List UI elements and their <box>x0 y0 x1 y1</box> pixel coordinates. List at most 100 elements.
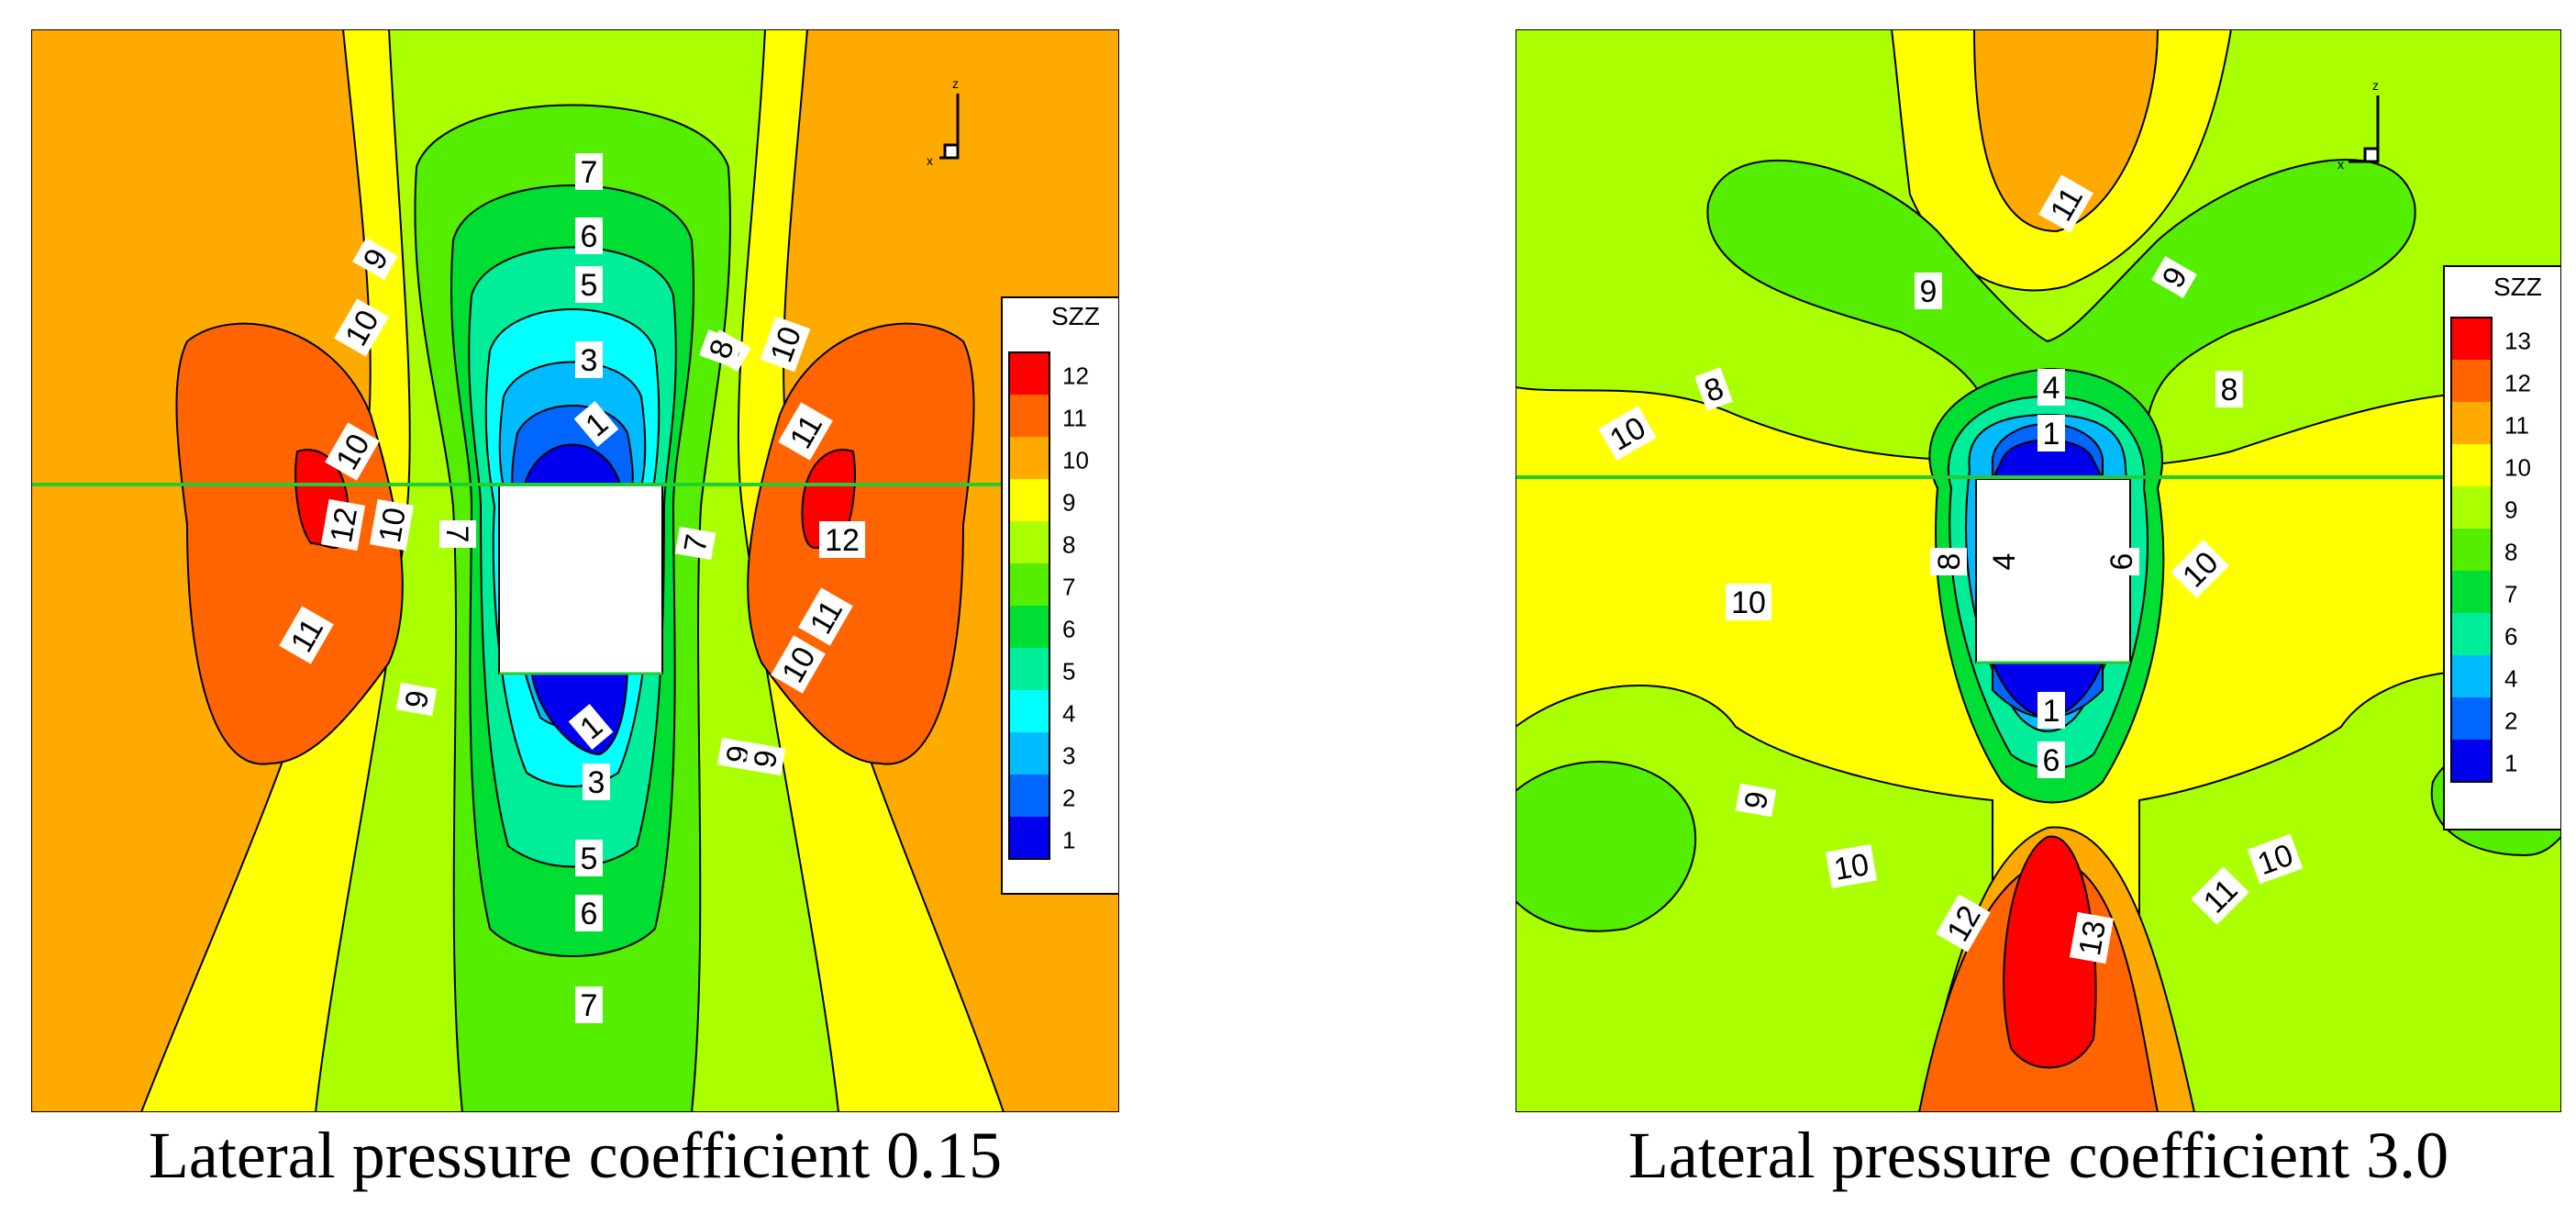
contour-label-text: 5 <box>581 841 598 876</box>
contour-label: 10 <box>1726 584 1771 620</box>
legend-swatch-10 <box>1009 437 1049 479</box>
right-contour-panel: 11 9 9 8 8 10 4 1 8 4 6 10 10 1 6 9 10 10 11 12 13 x z SZZ 1… <box>1516 29 2561 1112</box>
legend-swatch-7 <box>1009 563 1049 606</box>
legend-swatch-4 <box>2451 655 2492 697</box>
legend-swatch-6 <box>1009 606 1049 648</box>
legend-label-1: 1 <box>2504 750 2517 777</box>
contour-label-text: 1 <box>2043 417 2060 451</box>
contour-label: 1 <box>2037 415 2065 451</box>
legend-label-5: 5 <box>1062 658 1075 685</box>
legend-label-10: 10 <box>1062 447 1089 474</box>
contour-label: 9 <box>1735 783 1777 818</box>
band-8-left <box>1516 760 1697 932</box>
contour-label-text: 7 <box>581 155 598 190</box>
axis-z-label: z <box>952 76 959 91</box>
axis-x-label: x <box>927 153 933 168</box>
contour-label: 7 <box>439 520 476 548</box>
contour-label-text: 1 <box>2043 694 2060 729</box>
legend-swatch-7 <box>2451 571 2492 613</box>
contour-label: 5 <box>575 266 603 303</box>
contour-label-text: 6 <box>2104 553 2139 571</box>
contour-label: 3 <box>575 341 603 378</box>
legend-label-3: 3 <box>1062 742 1075 770</box>
legend-label-4: 4 <box>1062 700 1075 728</box>
contour-label: 13 <box>2069 911 2115 964</box>
contour-label-text: 3 <box>588 765 605 800</box>
axis-x-label: x <box>2337 157 2344 172</box>
legend-swatch-8 <box>2451 529 2492 571</box>
contour-label-text: 4 <box>1987 553 2022 571</box>
legend-label-11: 11 <box>2504 412 2529 440</box>
contour-label-text: 6 <box>581 897 598 931</box>
axis-triad-left <box>939 94 960 160</box>
contour-label: 6 <box>575 217 603 254</box>
left-contour-panel: 91010111210998765311356777810111211109 x… <box>31 29 1119 1112</box>
legend-label-9: 9 <box>1062 489 1075 517</box>
contour-label: 12 <box>819 521 865 558</box>
contour-label: 6 <box>2103 548 2139 575</box>
contour-label: 3 <box>583 763 610 800</box>
legend-title: SZZ <box>2493 273 2542 301</box>
legend-title: SZZ <box>1051 302 1100 330</box>
legend-label-12: 12 <box>1062 362 1089 390</box>
legend-swatch-9 <box>1009 479 1049 521</box>
contour-label-text: 3 <box>581 343 598 378</box>
left-contour-plot: 91010111210998765311356777810111211109 x… <box>31 29 1119 1112</box>
legend-left: SZZ 12 11 10 9 8 7 6 5 4 3 2 1 <box>1001 296 1119 895</box>
contour-label-text: 9 <box>1920 274 1938 309</box>
contour-label-text: 6 <box>581 219 598 254</box>
axis-z-label: z <box>2372 78 2379 93</box>
contour-label: 9 <box>395 682 438 717</box>
contour-label: 4 <box>1985 548 2022 575</box>
contour-label: 5 <box>575 840 603 876</box>
right-caption: Lateral pressure coefficient 3.0 <box>1627 1119 2449 1192</box>
contour-label-text: 7 <box>439 526 474 543</box>
contour-label: 7 <box>575 153 603 190</box>
band-13-bottom <box>2003 835 2097 1069</box>
legend-swatch-11 <box>2451 402 2492 444</box>
legend-label-4: 4 <box>2504 665 2517 693</box>
left-caption: Lateral pressure coefficient 0.15 <box>148 1119 1003 1192</box>
contour-label: 4 <box>2037 369 2065 406</box>
contour-label: 9 <box>744 741 786 776</box>
legend-label-1: 1 <box>1062 827 1075 854</box>
band-11-top <box>1972 29 2160 233</box>
contour-label: 8 <box>2215 371 2243 407</box>
legend-right: SZZ 13 12 11 10 9 8 7 6 4 2 1 <box>2443 265 2561 830</box>
contour-label-text: 6 <box>2043 743 2060 778</box>
legend-label-7: 7 <box>1062 574 1075 601</box>
legend-label-12: 12 <box>2504 370 2531 397</box>
contour-label: 6 <box>575 895 603 931</box>
legend-label-11: 11 <box>1062 405 1087 432</box>
legend-swatch-11 <box>1009 395 1049 437</box>
contour-label-text: 10 <box>1831 847 1871 887</box>
legend-label-6: 6 <box>1062 616 1075 643</box>
contour-label-text: 13 <box>2072 918 2113 958</box>
contour-label-text: 10 <box>372 505 413 545</box>
contour-label-text: 8 <box>2221 373 2238 407</box>
contour-label: 10 <box>369 498 415 552</box>
tunnel-opening <box>498 484 663 674</box>
contour-label: 12 <box>320 498 366 552</box>
contour-label-text: 12 <box>825 523 860 558</box>
legend-swatch-10 <box>2451 444 2492 486</box>
contour-label: 8 <box>1694 367 1733 411</box>
contour-label-text: 7 <box>581 988 598 1023</box>
legend-label-8: 8 <box>1062 531 1075 559</box>
contour-label: 1 <box>2037 692 2065 729</box>
legend-swatch-3 <box>1009 732 1049 775</box>
contour-label: 7 <box>674 526 716 561</box>
legend-label-6: 6 <box>2504 623 2517 651</box>
contour-label: 8 <box>699 329 743 368</box>
contour-label: 8 <box>1930 548 1967 575</box>
contour-label-text: 8 <box>1932 553 1967 571</box>
contour-label-text: 5 <box>581 268 598 303</box>
axis-triad-right <box>2348 95 2380 163</box>
contour-label-text: 4 <box>2043 371 2060 406</box>
legend-swatch-12 <box>2451 360 2492 402</box>
legend-label-7: 7 <box>2504 581 2517 608</box>
legend-swatch-5 <box>1009 648 1049 690</box>
legend-label-13: 13 <box>2504 328 2531 355</box>
